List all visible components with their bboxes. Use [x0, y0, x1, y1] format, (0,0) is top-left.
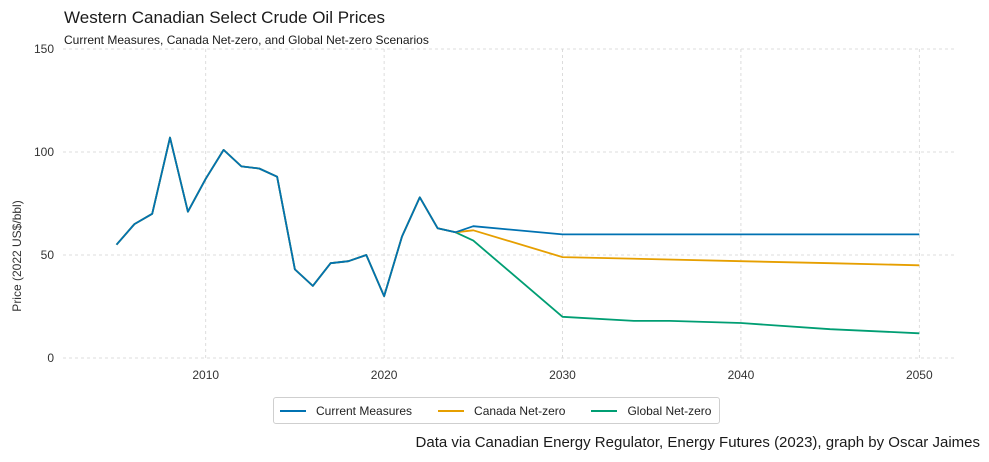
x-tick-label: 2010 [192, 368, 219, 382]
y-tick-label: 100 [34, 145, 54, 159]
x-tick-label: 2030 [549, 368, 576, 382]
x-tick-label: 2050 [906, 368, 933, 382]
x-tick-label: 2020 [371, 368, 398, 382]
legend-item: Current Measures [280, 404, 412, 418]
series-line-current-measures [115, 136, 920, 298]
y-axis-label: Price (2022 US$/bbl) [10, 200, 24, 311]
legend-label: Canada Net-zero [474, 403, 566, 418]
legend-item: Canada Net-zero [438, 404, 565, 418]
y-tick-label: 0 [47, 351, 54, 365]
legend-item: Global Net-zero [591, 404, 711, 418]
legend-swatch [591, 409, 618, 412]
legend-label: Global Net-zero [627, 403, 712, 418]
x-tick-label: 2040 [728, 368, 755, 382]
y-tick-label: 150 [34, 42, 54, 56]
chart-title: Western Canadian Select Crude Oil Prices [64, 8, 385, 27]
series-line-global-net-zero [115, 136, 920, 335]
axes: 0 50 100 150 2010 2020 2030 2040 2050 [34, 42, 933, 382]
series-lines [115, 136, 920, 335]
line-chart: 0 50 100 150 2010 2020 2030 2040 2050 Price (202… [10, 42, 955, 382]
legend-label: Current Measures [316, 403, 413, 418]
legend-swatch [438, 409, 465, 412]
chart-subtitle: Current Measures, Canada Net-zero, and G… [64, 33, 429, 47]
legend-swatch [280, 409, 306, 412]
source-caption: Data via Canadian Energy Regulator, Ener… [415, 434, 980, 451]
grid-lines [63, 48, 955, 359]
legend: Current Measures Canada Net-zero Global Ne… [273, 397, 721, 424]
y-tick-label: 50 [41, 248, 55, 262]
